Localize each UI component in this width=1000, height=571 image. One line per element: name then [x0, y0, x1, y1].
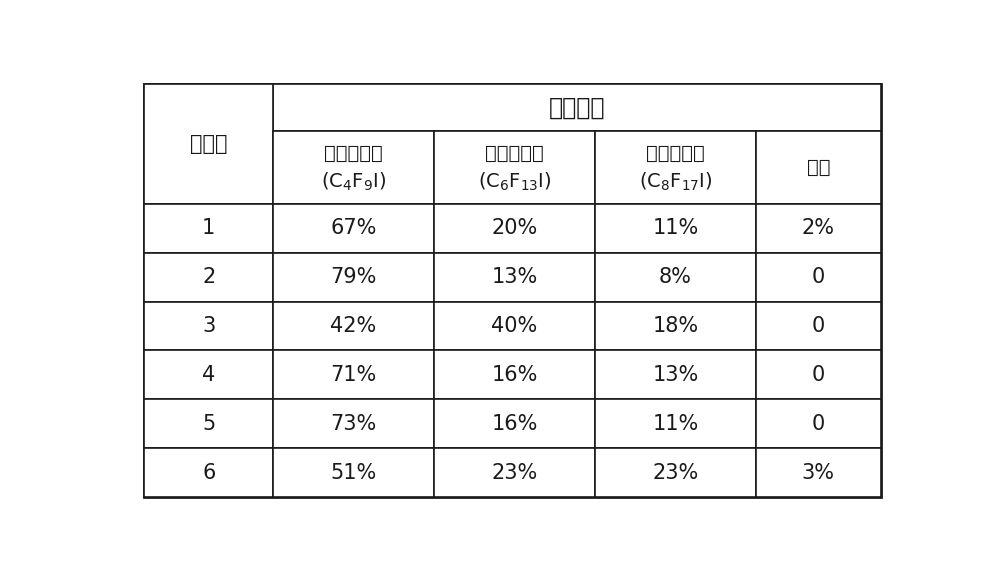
Text: 23%: 23% [491, 463, 538, 482]
Text: 3%: 3% [802, 463, 835, 482]
Bar [273, 253, 434, 301]
Text: 0: 0 [812, 365, 825, 385]
Bar [756, 301, 881, 351]
Text: 全氟己基砢: 全氟己基砢 [485, 144, 544, 163]
Bar [144, 399, 273, 448]
Text: 6: 6 [202, 463, 215, 482]
Text: 16%: 16% [491, 365, 538, 385]
Bar [595, 399, 756, 448]
Text: 0: 0 [812, 414, 825, 434]
Text: 23%: 23% [652, 463, 699, 482]
Bar [434, 399, 595, 448]
Text: 40%: 40% [491, 316, 538, 336]
Bar [595, 301, 756, 351]
Bar [273, 399, 434, 448]
Bar [273, 301, 434, 351]
Text: 4: 4 [202, 365, 215, 385]
Text: 0: 0 [812, 267, 825, 287]
Bar [144, 84, 273, 204]
Text: 5: 5 [202, 414, 215, 434]
Bar [434, 131, 595, 204]
Text: 16%: 16% [491, 414, 538, 434]
Text: $\mathregular{(C_4F_9I)}$: $\mathregular{(C_4F_9I)}$ [321, 171, 386, 193]
Bar [273, 84, 881, 131]
Text: 其他: 其他 [807, 158, 830, 177]
Text: 11%: 11% [652, 218, 699, 238]
Text: $\mathregular{(C_6F_{13}I)}$: $\mathregular{(C_6F_{13}I)}$ [478, 171, 551, 193]
Bar [434, 253, 595, 301]
Text: 18%: 18% [652, 316, 699, 336]
Text: 全氟辛基砢: 全氟辛基砢 [646, 144, 705, 163]
Text: 11%: 11% [652, 414, 699, 434]
Bar [595, 351, 756, 399]
Bar [144, 351, 273, 399]
Bar [434, 351, 595, 399]
Bar [756, 351, 881, 399]
Text: 51%: 51% [330, 463, 377, 482]
Text: 2: 2 [202, 267, 215, 287]
Text: 实施例: 实施例 [190, 134, 227, 154]
Bar [756, 131, 881, 204]
Bar [756, 204, 881, 253]
Bar [434, 448, 595, 497]
Text: 79%: 79% [330, 267, 377, 287]
Text: 13%: 13% [652, 365, 699, 385]
Bar [595, 448, 756, 497]
Text: $\mathregular{(C_8F_{17}I)}$: $\mathregular{(C_8F_{17}I)}$ [639, 171, 712, 193]
Bar [756, 448, 881, 497]
Text: 13%: 13% [491, 267, 538, 287]
Bar [434, 301, 595, 351]
Bar [144, 204, 273, 253]
Text: 3: 3 [202, 316, 215, 336]
Text: 67%: 67% [330, 218, 377, 238]
Text: 73%: 73% [330, 414, 377, 434]
Text: 全氟丁基砢: 全氟丁基砢 [324, 144, 383, 163]
Text: 1: 1 [202, 218, 215, 238]
Bar [434, 204, 595, 253]
Text: 8%: 8% [659, 267, 692, 287]
Text: 71%: 71% [330, 365, 377, 385]
Bar [756, 253, 881, 301]
Text: 20%: 20% [491, 218, 538, 238]
Text: 2%: 2% [802, 218, 835, 238]
Text: 0: 0 [812, 316, 825, 336]
Bar [144, 253, 273, 301]
Bar [595, 204, 756, 253]
Bar [595, 131, 756, 204]
Bar [756, 399, 881, 448]
Text: 产物分布: 产物分布 [549, 96, 605, 120]
Bar [144, 448, 273, 497]
Bar [273, 351, 434, 399]
Text: 42%: 42% [330, 316, 377, 336]
Bar [595, 253, 756, 301]
Bar [273, 448, 434, 497]
Bar [144, 301, 273, 351]
Bar [273, 131, 434, 204]
Bar [273, 204, 434, 253]
